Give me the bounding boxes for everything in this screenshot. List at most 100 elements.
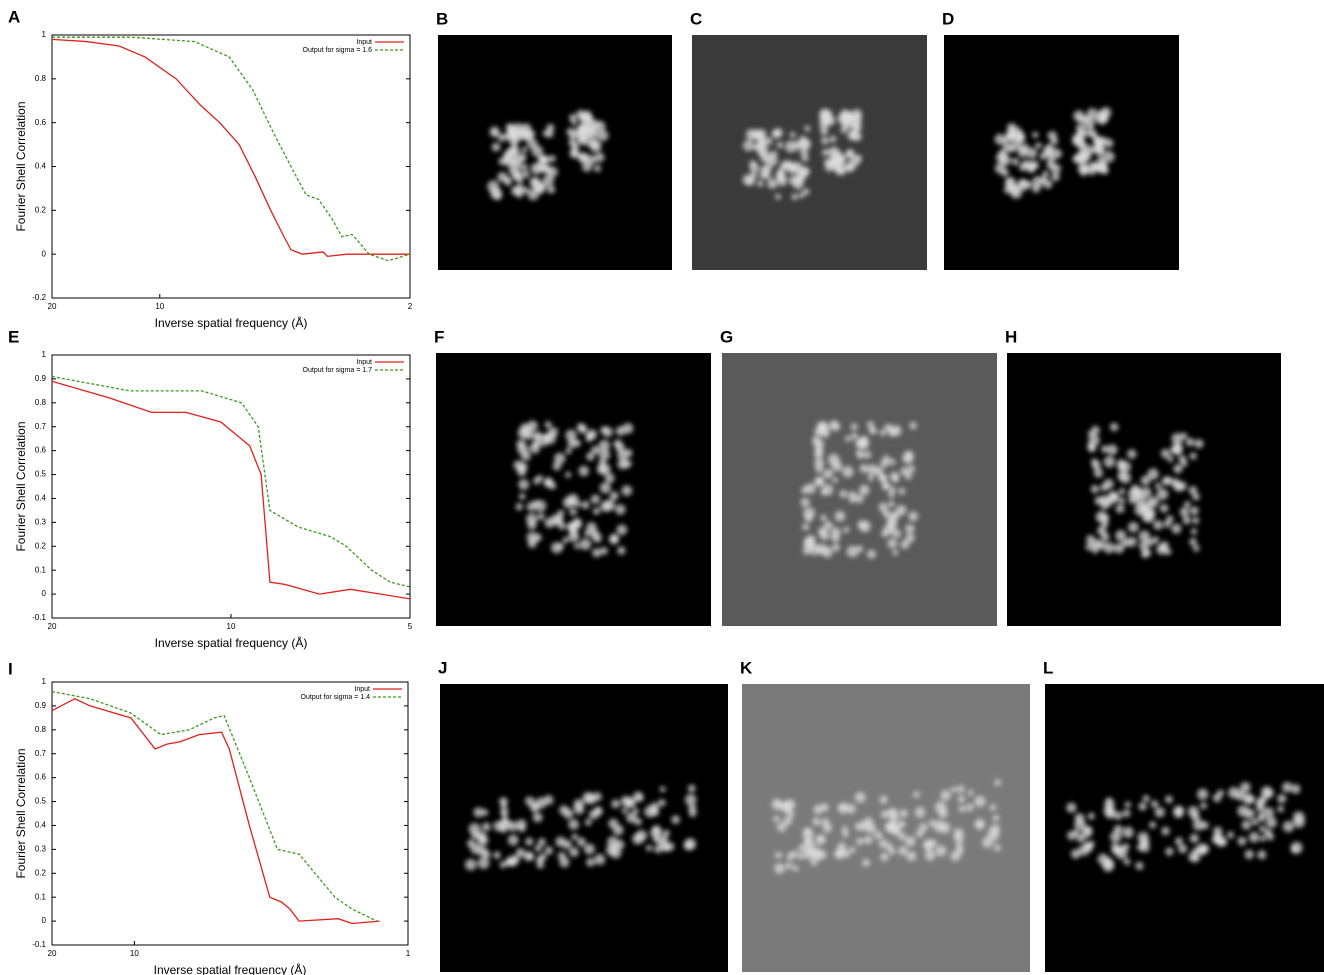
density — [1138, 802, 1147, 811]
density — [862, 858, 871, 867]
density — [526, 129, 536, 139]
density — [1226, 831, 1235, 839]
density — [610, 846, 622, 859]
density — [499, 818, 512, 831]
density — [826, 159, 835, 167]
density — [812, 817, 821, 826]
density — [904, 836, 916, 847]
density — [775, 193, 782, 200]
y-axis-label: Fourier Shell Correlation — [14, 101, 28, 231]
density — [588, 119, 599, 130]
plot-frame — [51, 354, 411, 619]
x-tick-label: 1 — [406, 949, 411, 958]
density — [799, 148, 809, 157]
density — [586, 452, 595, 461]
density — [841, 826, 849, 833]
density — [834, 848, 846, 859]
density — [879, 429, 887, 437]
density — [756, 180, 764, 187]
density — [854, 792, 866, 803]
x-axis-label: Inverse spatial frequency (Å) — [155, 635, 308, 650]
density — [840, 126, 848, 134]
density — [994, 133, 1006, 145]
density — [632, 791, 644, 802]
density — [687, 784, 696, 793]
density — [591, 445, 600, 455]
density — [526, 852, 535, 861]
density — [518, 462, 528, 472]
density — [814, 457, 825, 468]
density — [887, 426, 898, 437]
density — [1095, 145, 1106, 156]
density — [555, 836, 566, 847]
y-tick-label: 0.4 — [35, 821, 47, 830]
density — [1192, 819, 1205, 831]
density — [953, 833, 964, 844]
legend-label: Output for sigma = 1.6 — [303, 47, 373, 54]
density — [907, 465, 916, 474]
density — [1011, 157, 1020, 166]
density — [1043, 179, 1053, 189]
density — [899, 809, 908, 818]
density — [792, 865, 799, 872]
density — [797, 852, 805, 860]
density — [1237, 836, 1247, 846]
density — [565, 447, 572, 455]
density — [800, 497, 811, 508]
density — [1090, 458, 1099, 466]
density — [914, 807, 926, 818]
density — [1073, 110, 1085, 122]
density — [1099, 160, 1108, 169]
series-line — [51, 375, 411, 588]
density — [1282, 820, 1295, 833]
series-line — [51, 690, 378, 922]
density — [1263, 828, 1273, 838]
density — [745, 176, 755, 186]
molecule — [771, 779, 1002, 874]
density — [1192, 516, 1200, 525]
density — [928, 819, 936, 827]
density — [1191, 848, 1199, 855]
density — [1290, 784, 1301, 794]
y-tick-label: 1 — [42, 350, 47, 359]
density — [624, 448, 633, 458]
density — [1103, 456, 1116, 468]
density — [1076, 131, 1085, 139]
density — [596, 464, 607, 475]
density — [832, 477, 839, 484]
panel-label: E — [8, 327, 19, 346]
density — [1121, 538, 1130, 548]
density — [553, 452, 566, 465]
density — [1126, 449, 1137, 459]
density — [1117, 471, 1127, 481]
density — [1277, 793, 1287, 804]
density — [578, 465, 590, 477]
density — [863, 835, 873, 845]
density — [533, 477, 541, 485]
density — [503, 157, 514, 167]
density — [1103, 478, 1114, 490]
density — [1179, 507, 1190, 517]
density — [805, 541, 814, 550]
density — [599, 482, 611, 494]
density — [1101, 114, 1108, 121]
density — [569, 113, 577, 122]
density — [1087, 442, 1096, 451]
density — [573, 543, 580, 550]
density — [811, 436, 821, 446]
density — [967, 789, 974, 796]
density — [1183, 501, 1191, 508]
density — [822, 823, 833, 833]
density — [1127, 488, 1140, 500]
density — [850, 423, 858, 431]
panel-label: I — [8, 659, 13, 678]
density — [1139, 842, 1150, 853]
density — [1277, 805, 1285, 813]
density — [1116, 459, 1126, 468]
density — [1015, 133, 1026, 144]
density — [1103, 542, 1115, 554]
density — [576, 109, 586, 119]
density — [815, 464, 824, 474]
density — [1090, 130, 1098, 139]
density — [822, 148, 830, 157]
